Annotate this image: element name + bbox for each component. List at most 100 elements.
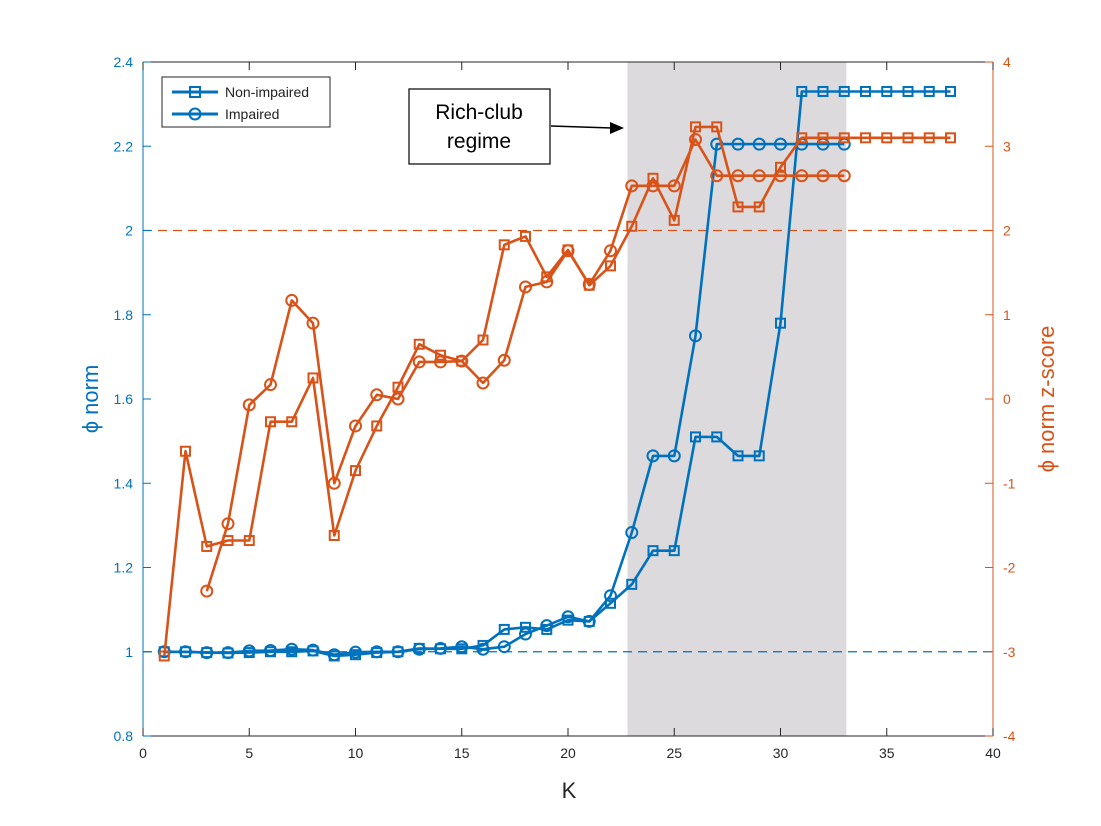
right-y-tick-label: -4 — [1003, 728, 1016, 744]
point-square-non-impaired-left — [753, 450, 765, 462]
rich-club-shaded-region — [627, 62, 847, 736]
point-circle-impaired-right — [306, 316, 320, 330]
point-circle-impaired-left — [604, 589, 617, 603]
point-circle-impaired-right — [349, 419, 362, 433]
point-circle-impaired-right — [540, 275, 554, 289]
point-square-non-impaired-left — [881, 85, 893, 97]
point-square-non-impaired-left — [605, 597, 616, 609]
point-circle-impaired-right — [519, 280, 532, 294]
point-square-non-impaired-right — [817, 132, 829, 144]
point-circle-impaired-right — [476, 376, 490, 390]
point-square-non-impaired-right — [158, 650, 170, 662]
point-circle-impaired-left — [667, 449, 681, 463]
point-circle-impaired-left — [179, 645, 192, 659]
point-circle-impaired-left — [689, 329, 702, 343]
point-circle-impaired-right — [327, 476, 341, 490]
point-circle-impaired-right — [646, 179, 660, 193]
point-square-non-impaired-right — [520, 230, 531, 242]
point-square-non-impaired-right — [243, 535, 255, 547]
point-circle-impaired-left — [561, 610, 575, 624]
point-square-non-impaired-left — [668, 545, 680, 557]
point-square-non-impaired-right — [775, 161, 786, 173]
left-y-tick-label: 1.4 — [114, 475, 134, 491]
point-square-non-impaired-right — [860, 132, 871, 144]
point-circle-impaired-right — [242, 398, 256, 412]
point-circle-impaired-left — [625, 526, 639, 540]
point-square-non-impaired-right — [180, 445, 191, 457]
axes — [142, 61, 994, 737]
point-square-non-impaired-left — [775, 317, 786, 329]
point-square-non-impaired-right — [350, 465, 361, 477]
point-circle-impaired-left — [731, 137, 745, 151]
x-tick-label: 35 — [879, 745, 895, 761]
left-y-tick-label: 1.6 — [114, 391, 134, 407]
point-square-non-impaired-right — [711, 121, 723, 133]
point-square-non-impaired-right — [328, 529, 340, 541]
x-tick-label: 5 — [245, 745, 253, 761]
right-y-tick-label: 3 — [1003, 138, 1011, 154]
left-y-tick-label: 1 — [125, 644, 133, 660]
point-square-non-impaired-right — [732, 201, 744, 213]
annotation-arrow-shaft — [550, 125, 613, 129]
shaded-region-rect — [627, 62, 847, 736]
point-circle-impaired-right — [816, 169, 830, 183]
point-square-non-impaired-right — [435, 349, 446, 361]
point-square-non-impaired-right — [307, 372, 319, 384]
left-y-tick-label: 2.2 — [114, 138, 134, 154]
point-circle-impaired-right — [370, 388, 384, 402]
point-circle-impaired-right — [731, 169, 745, 183]
right-y-tick-label: -3 — [1003, 644, 1016, 660]
point-circle-impaired-right — [264, 378, 277, 392]
right-y-tick-label: 2 — [1003, 223, 1011, 239]
left-y-tick-label: 0.8 — [114, 728, 134, 744]
right-y-axis-title: ϕ norm z-score — [1034, 326, 1059, 473]
point-square-non-impaired-right — [498, 239, 510, 251]
point-circle-impaired-right — [582, 277, 596, 291]
point-circle-impaired-left — [306, 643, 320, 657]
point-circle-impaired-left — [349, 645, 362, 659]
point-square-non-impaired-left — [902, 85, 914, 97]
right-y-tick-label: -1 — [1003, 475, 1016, 491]
tick-labels: 0 5 10 15 20 25 30 35 400.811.21.41.61.822.22.4-… — [114, 54, 1016, 761]
right-y-tick-label: 4 — [1003, 54, 1011, 70]
point-circle-impaired-right — [625, 179, 639, 193]
legend-label-impaired: Impaired — [225, 106, 279, 122]
point-circle-impaired-left — [285, 642, 299, 656]
point-square-non-impaired-left — [796, 85, 808, 97]
series-line-impaired-left — [164, 142, 845, 657]
point-square-non-impaired-right — [392, 381, 404, 393]
point-circle-impaired-left — [455, 640, 469, 654]
point-square-non-impaired-right — [796, 132, 808, 144]
point-square-non-impaired-right — [881, 132, 893, 144]
legend-label-non-impaired: Non-impaired — [225, 84, 309, 100]
point-square-non-impaired-left — [817, 85, 829, 97]
point-circle-impaired-right — [221, 517, 235, 531]
point-square-non-impaired-right — [286, 416, 298, 428]
point-square-non-impaired-right — [201, 540, 213, 552]
point-circle-impaired-left — [242, 644, 256, 658]
point-circle-impaired-right — [774, 169, 787, 183]
point-circle-impaired-right — [604, 244, 617, 258]
point-circle-impaired-right — [455, 354, 469, 368]
point-circle-impaired-left — [264, 643, 277, 657]
point-circle-impaired-left — [370, 645, 384, 659]
x-tick-label: 30 — [773, 745, 789, 761]
legend-circle-marker — [188, 107, 202, 121]
point-square-non-impaired-left — [520, 621, 531, 633]
left-y-axis-title: ϕ norm — [78, 365, 103, 434]
point-square-non-impaired-left — [647, 545, 659, 557]
point-square-non-impaired-left — [498, 623, 510, 635]
point-square-non-impaired-right — [371, 420, 383, 432]
x-axis-title: K — [562, 778, 577, 803]
point-circle-impaired-left — [646, 449, 660, 463]
left-y-tick-label: 2 — [125, 223, 133, 239]
annotation-line-2: regime — [447, 130, 511, 153]
point-square-non-impaired-right — [265, 416, 276, 428]
point-circle-impaired-right — [752, 169, 766, 183]
x-tick-label: 0 — [139, 745, 147, 761]
x-tick-label: 10 — [348, 745, 364, 761]
point-circle-impaired-left — [540, 619, 554, 633]
right-y-tick-label: 0 — [1003, 391, 1011, 407]
point-circle-impaired-right — [285, 293, 299, 307]
